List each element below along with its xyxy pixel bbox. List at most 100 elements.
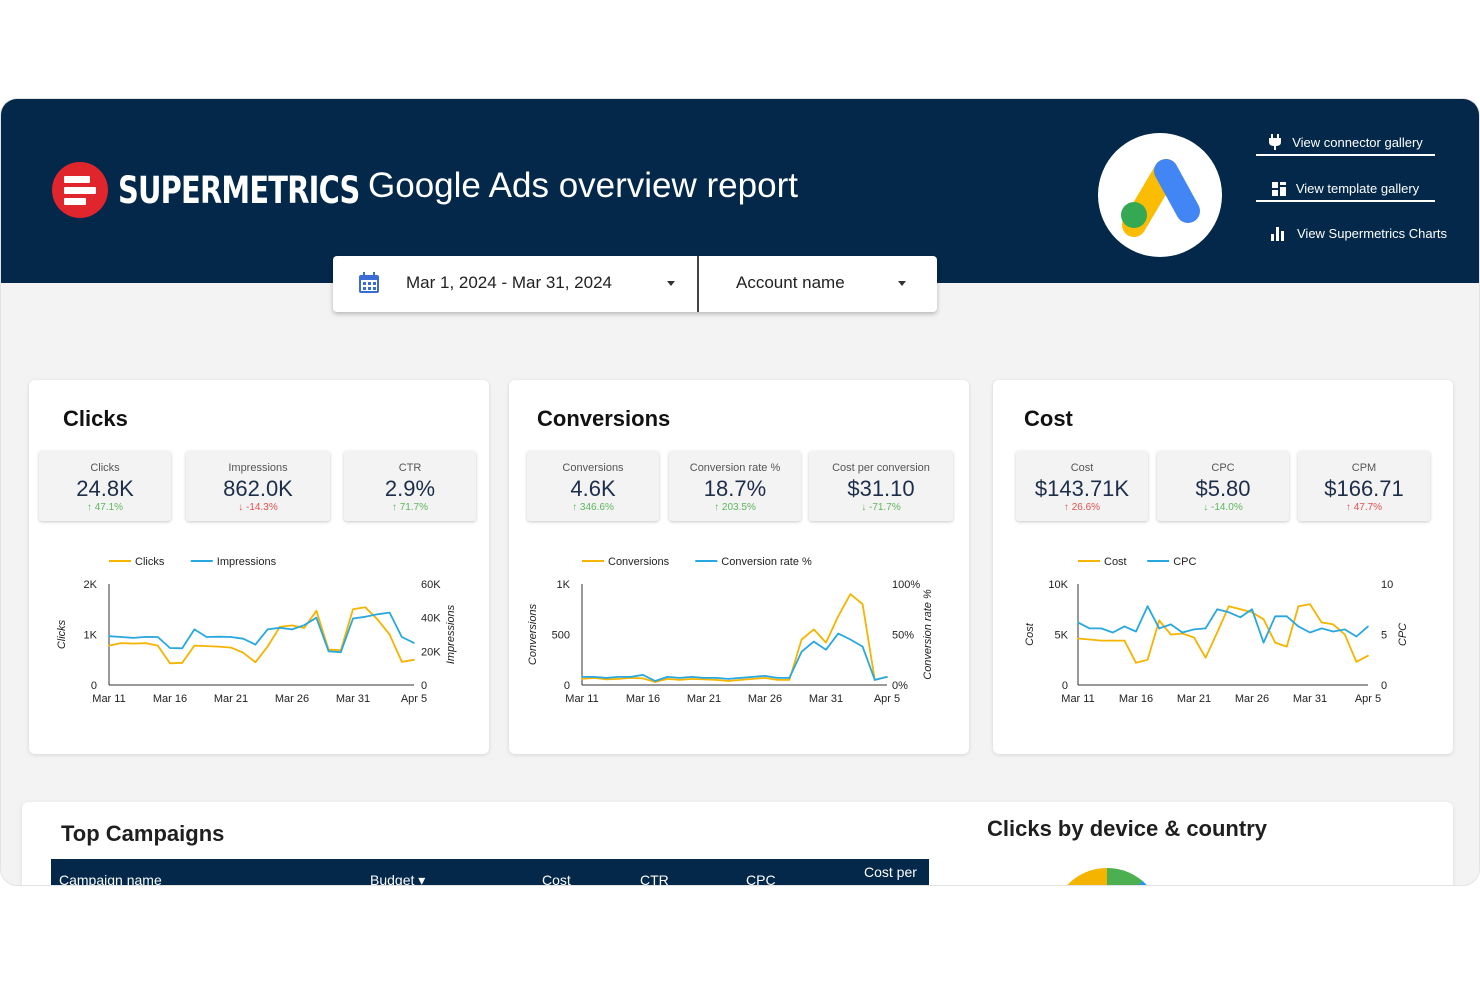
data-point bbox=[1274, 615, 1276, 618]
y2-tick-label: 10 bbox=[1381, 579, 1393, 591]
data-point bbox=[678, 679, 681, 681]
kpi-cost: Cost $143.71K ↑ 26.6% bbox=[1016, 451, 1148, 521]
kpi-value: 18.7% bbox=[703, 476, 767, 501]
data-point bbox=[1320, 627, 1323, 630]
data-point bbox=[1297, 625, 1300, 628]
data-point bbox=[352, 608, 354, 611]
data-point bbox=[157, 644, 159, 647]
account-value: Account name bbox=[736, 273, 845, 292]
data-point bbox=[630, 676, 632, 678]
x-tick-label: Mar 26 bbox=[748, 693, 782, 705]
clicks-impressions-chart: Clicks Impressions 0 1K 2K 0 20K 40K 60K Clicks Im… bbox=[56, 556, 457, 705]
data-point bbox=[776, 677, 778, 679]
y-tick-label: 1K bbox=[84, 630, 98, 642]
data-point bbox=[1170, 623, 1172, 626]
data-point bbox=[132, 637, 135, 639]
sort-down-icon: ▾ bbox=[418, 872, 426, 885]
series-line bbox=[1077, 605, 1369, 644]
chevron-down-icon bbox=[898, 281, 906, 286]
data-point bbox=[266, 628, 269, 631]
plug-icon bbox=[1269, 134, 1282, 150]
data-point bbox=[364, 616, 367, 618]
data-point bbox=[315, 616, 318, 619]
data-point bbox=[1100, 627, 1102, 630]
kpi-value: $31.10 bbox=[847, 476, 915, 501]
th-ctr[interactable]: CTR bbox=[640, 872, 669, 885]
y2-tick-label: 40K bbox=[421, 613, 441, 625]
kpi-conversions: Conversions 4.6K ↑ 346.6% bbox=[527, 451, 659, 521]
data-point bbox=[727, 678, 730, 680]
legend-item: Cost bbox=[1078, 556, 1127, 568]
data-point bbox=[1123, 625, 1126, 628]
y2-axis-title: CPC bbox=[1397, 623, 1409, 646]
th-cost-per[interactable]: Cost per bbox=[864, 864, 917, 880]
cost-card: Cost Cost $143.71K ↑ 26.6% CPC $5.80 ↓ -… bbox=[993, 380, 1453, 754]
account-selector[interactable]: Account name bbox=[699, 256, 937, 312]
view-template-gallery-label: View template gallery bbox=[1295, 181, 1420, 196]
kpi-delta: ↓ -14.0% bbox=[1203, 502, 1243, 513]
data-point bbox=[849, 593, 852, 595]
supermetrics-logo[interactable]: SUPERMETRICS bbox=[52, 161, 428, 219]
data-point bbox=[108, 635, 110, 637]
data-point bbox=[169, 647, 171, 649]
x-tick-label: Mar 26 bbox=[1235, 693, 1269, 705]
data-point bbox=[144, 642, 147, 644]
view-template-gallery-link[interactable]: View template gallery bbox=[1256, 181, 1435, 202]
grid-icon bbox=[1271, 181, 1286, 196]
date-range-picker[interactable]: Mar 1, 2024 - Mar 31, 2024 bbox=[333, 256, 697, 312]
th-cpc[interactable]: CPC bbox=[746, 872, 776, 885]
data-point bbox=[1355, 635, 1358, 638]
data-point bbox=[739, 679, 742, 681]
data-point bbox=[825, 641, 827, 644]
data-point bbox=[861, 645, 864, 648]
y-tick-label: 5K bbox=[1055, 630, 1069, 642]
data-point bbox=[205, 645, 208, 647]
data-point bbox=[813, 628, 815, 631]
y-tick-label: 0 bbox=[1062, 680, 1068, 692]
view-supermetrics-charts-link[interactable]: View Supermetrics Charts bbox=[1271, 226, 1447, 241]
data-point bbox=[1112, 639, 1114, 642]
kpi-clicks: Clicks 24.8K ↑ 47.1% bbox=[39, 451, 171, 521]
data-point bbox=[666, 676, 669, 678]
th-budget[interactable]: Budget ▾ bbox=[370, 872, 425, 885]
data-point bbox=[764, 677, 766, 679]
data-point bbox=[1320, 621, 1323, 624]
device-country-pie bbox=[1052, 868, 1162, 885]
data-point bbox=[1228, 611, 1230, 614]
data-point bbox=[1216, 608, 1218, 611]
view-connector-gallery-link[interactable]: View connector gallery bbox=[1256, 134, 1435, 156]
data-point bbox=[303, 624, 306, 626]
report-frame: SUPERMETRICS Google Ads overview report … bbox=[1, 99, 1479, 885]
data-point bbox=[279, 627, 281, 629]
conversions-card: Conversions Conversions 4.6K ↑ 346.6% Co… bbox=[509, 380, 969, 754]
data-point bbox=[703, 678, 705, 681]
data-point bbox=[1135, 630, 1137, 633]
data-point bbox=[617, 676, 620, 678]
data-point bbox=[376, 618, 379, 621]
data-point bbox=[1135, 662, 1137, 664]
legend-label: Impressions bbox=[217, 556, 277, 568]
data-point bbox=[254, 661, 257, 664]
x-tick-label: Mar 21 bbox=[687, 693, 721, 705]
card-title: Clicks bbox=[63, 406, 128, 431]
kpi-label: CTR bbox=[398, 462, 422, 474]
y-tick-label: 0 bbox=[91, 680, 97, 692]
th-campaign-name[interactable]: Campaign name bbox=[59, 872, 162, 885]
data-point bbox=[120, 642, 122, 644]
data-point bbox=[825, 648, 827, 651]
data-point bbox=[1367, 625, 1369, 628]
data-point bbox=[120, 636, 122, 638]
data-point bbox=[1251, 608, 1253, 611]
data-point bbox=[1193, 628, 1195, 631]
x-tick-label: Mar 11 bbox=[1061, 693, 1094, 705]
data-point bbox=[1158, 627, 1160, 630]
data-point bbox=[691, 678, 693, 680]
data-point bbox=[654, 680, 656, 682]
data-point bbox=[1216, 631, 1218, 634]
data-point bbox=[1344, 628, 1346, 631]
kpi-delta: ↓ -14.3% bbox=[238, 502, 278, 513]
bottom-section: Top Campaigns Clicks by device & country… bbox=[22, 802, 1453, 885]
data-point bbox=[874, 679, 876, 681]
legend-label: Conversion rate % bbox=[721, 556, 812, 568]
th-cost[interactable]: Cost bbox=[542, 872, 571, 885]
